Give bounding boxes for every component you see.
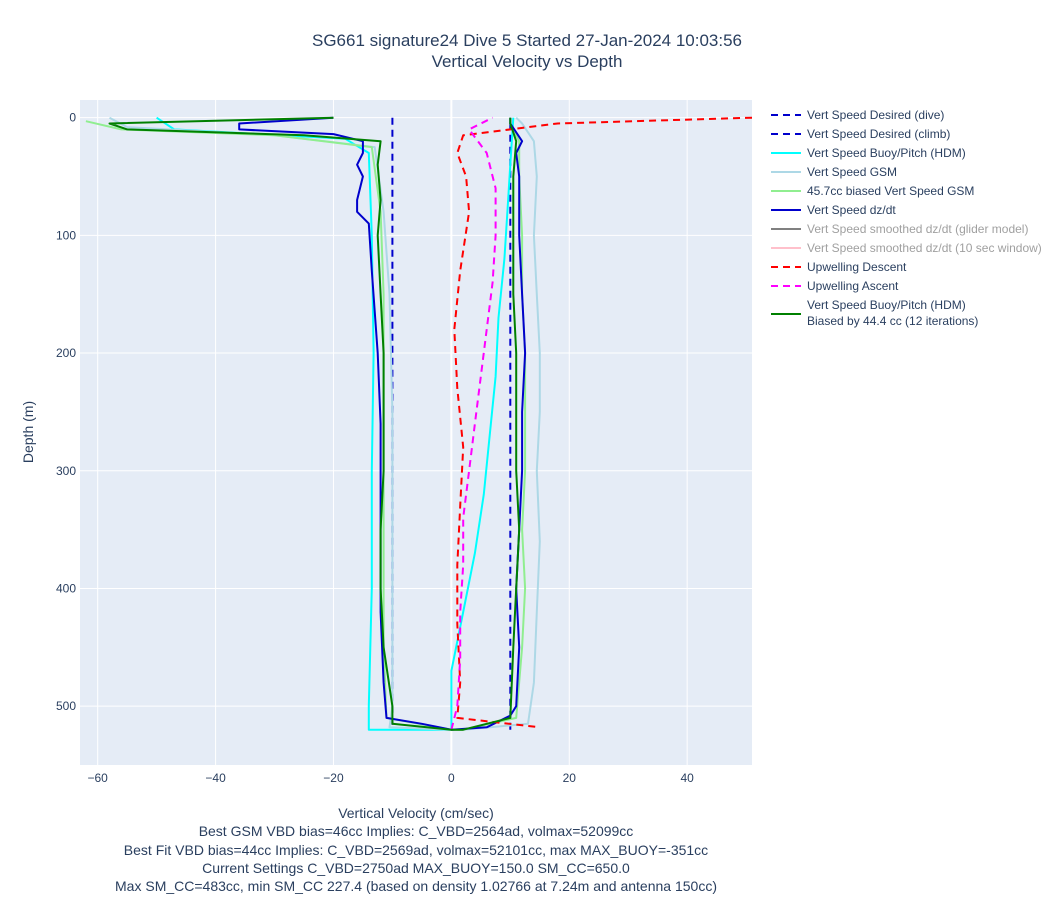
series-line-5: [238, 116, 527, 731]
note-line-1: Best GSM VBD bias=46cc Implies: C_VBD=25…: [199, 823, 634, 839]
legend: Vert Speed Desired (dive) Vert Speed Desi…: [771, 108, 1042, 328]
x-axis-label: Vertical Velocity (cm/sec): [338, 805, 494, 821]
legend-label-6[interactable]: Vert Speed smoothed dz/dt (glider model): [807, 222, 1028, 236]
y-tick-label: 100: [56, 228, 76, 242]
y-tick-label: 200: [56, 346, 76, 360]
legend-label-1[interactable]: Vert Speed Desired (climb): [807, 127, 950, 141]
legend-label-5[interactable]: Vert Speed dz/dt: [807, 203, 896, 217]
series-line-2: [156, 116, 515, 731]
x-tick-label: 20: [563, 771, 577, 785]
legend-label-8[interactable]: Upwelling Descent: [807, 260, 907, 274]
series-line-8: [453, 116, 752, 729]
series-layer: [85, 116, 752, 731]
y-tick-label: 0: [69, 111, 76, 125]
legend-label-9[interactable]: Upwelling Ascent: [807, 279, 899, 293]
legend-label-10-1[interactable]: Biased by 44.4 cc (12 iterations): [807, 314, 978, 328]
note-line-4: Max SM_CC=483cc, min SM_CC 227.4 (based …: [115, 878, 717, 894]
legend-label-4[interactable]: 45.7cc biased Vert Speed GSM: [807, 184, 974, 198]
y-axis-label: Depth (m): [20, 401, 36, 463]
x-tick-label: −60: [88, 771, 109, 785]
series-line-10: [108, 116, 521, 731]
x-tick-label: −20: [323, 771, 344, 785]
legend-label-10-0[interactable]: Vert Speed Buoy/Pitch (HDM): [807, 298, 966, 312]
x-tick-label: −40: [205, 771, 226, 785]
legend-label-7[interactable]: Vert Speed smoothed dz/dt (10 sec window…: [807, 241, 1042, 255]
legend-label-0[interactable]: Vert Speed Desired (dive): [807, 108, 944, 122]
series-line-3: [109, 116, 541, 731]
y-tick-label: 300: [56, 464, 76, 478]
note-line-2: Best Fit VBD bias=44cc Implies: C_VBD=25…: [124, 842, 708, 858]
chart-title-line2: Vertical Velocity vs Depth: [432, 52, 623, 71]
plot-background: [80, 100, 752, 765]
chart-title-line1: SG661 signature24 Dive 5 Started 27-Jan-…: [312, 31, 742, 50]
y-tick-label: 500: [56, 699, 76, 713]
x-tick-label: 40: [680, 771, 694, 785]
x-tick-label: 0: [448, 771, 455, 785]
grid-lines: [80, 100, 752, 765]
note-line-3: Current Settings C_VBD=2750ad MAX_BUOY=1…: [202, 860, 630, 876]
legend-label-3[interactable]: Vert Speed GSM: [807, 165, 897, 179]
y-tick-label: 400: [56, 581, 76, 595]
legend-label-2[interactable]: Vert Speed Buoy/Pitch (HDM): [807, 146, 966, 160]
